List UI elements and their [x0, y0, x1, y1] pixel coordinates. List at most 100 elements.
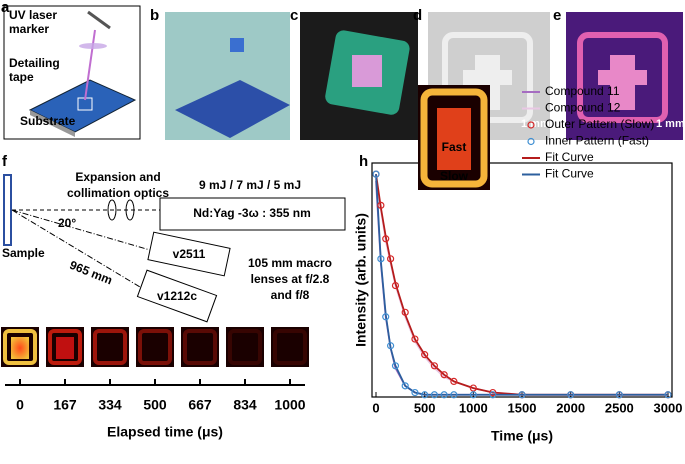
x-tick-label: 3000 [654, 400, 683, 415]
panel-label: c [290, 7, 298, 24]
data-point [401, 382, 409, 390]
frame-glow [138, 329, 172, 365]
data-point [421, 391, 429, 399]
legend-label: Compound 11 [545, 84, 620, 98]
data-point [387, 255, 395, 263]
panel-label: a [1, 0, 10, 16]
camera [147, 231, 231, 277]
x-tick-label: 1000 [459, 400, 488, 415]
panel-label: h [359, 153, 368, 170]
panel-label: d [413, 7, 422, 24]
data-point [440, 391, 448, 399]
frame-core [11, 337, 29, 359]
series-line [375, 174, 668, 396]
data-point [391, 281, 400, 290]
legend-label: Compound 12 [545, 101, 621, 115]
data-point [387, 342, 395, 350]
x-tick-label: 2000 [556, 400, 585, 415]
data-point [430, 362, 438, 370]
label: 965 mm [68, 258, 115, 288]
time-label: 167 [53, 397, 77, 413]
data-point [664, 391, 672, 399]
sample [3, 174, 12, 246]
pattern [352, 55, 382, 87]
inset-core [437, 108, 471, 170]
frame-glow [3, 329, 37, 365]
data-point [421, 351, 429, 359]
inset-glow [420, 88, 488, 188]
legend-label: Fit Curve [545, 150, 594, 164]
label: v1212c [157, 289, 197, 303]
frame-glow [228, 329, 262, 365]
data-point [430, 391, 438, 399]
data-point [489, 391, 497, 399]
data-point [391, 362, 400, 370]
data-point [401, 308, 409, 316]
data-point [440, 371, 448, 379]
label: and f/8 [271, 288, 310, 302]
data-point [377, 201, 385, 209]
data-point [382, 313, 390, 321]
lens [125, 199, 135, 221]
label: Nd:Yag -3ω : 355 nm [193, 206, 311, 220]
data-point [377, 255, 385, 263]
label: v2511 [173, 247, 206, 261]
data-point [489, 388, 497, 397]
data-point [411, 335, 419, 343]
plot: 0 500 1000 1500 2000 2500 3000 Time (μs) Intensi… [353, 84, 683, 444]
time-label: 667 [188, 397, 212, 413]
time-label: 834 [233, 397, 257, 413]
series-line [375, 180, 668, 396]
lens [107, 199, 117, 221]
panel-label: e [553, 7, 561, 24]
label: Detailing [9, 56, 60, 70]
time-label: 0 [16, 397, 24, 413]
label: tape [9, 70, 34, 84]
annotation: Slow [440, 169, 469, 183]
view-line [11, 209, 146, 291]
frame [136, 327, 174, 367]
panel-frame [3, 5, 141, 140]
substrate [28, 79, 137, 133]
legend-swatch [527, 137, 535, 146]
frame [181, 327, 219, 367]
label: Sample [2, 246, 45, 260]
label: Substrate [20, 114, 76, 128]
tape-photo [175, 80, 290, 138]
data-point [372, 170, 380, 178]
label: UV laser [9, 8, 57, 22]
legend-label: Outer Pattern (Slow) [545, 117, 654, 131]
data-point [382, 235, 390, 243]
data-point [518, 391, 526, 399]
label: 9 mJ / 7 mJ / 5 mJ [199, 178, 301, 192]
time-label: 500 [143, 397, 167, 413]
frame-glow [48, 329, 82, 365]
label: 20° [58, 216, 76, 230]
legend-label: Fit Curve [545, 167, 594, 181]
frame-glow [93, 329, 127, 365]
data-point [615, 391, 623, 399]
x-tick-label: 500 [414, 400, 436, 415]
data-point [469, 391, 477, 399]
series-line [375, 174, 668, 396]
frame-glow [273, 329, 307, 365]
frame [271, 327, 309, 367]
label: 105 mm macro [248, 256, 332, 270]
laser-beam [84, 29, 96, 101]
marker-head [87, 10, 111, 30]
pattern [598, 55, 647, 110]
legend-swatch [527, 121, 535, 129]
image-strip: 0 167 334 500 667 834 1000 [1, 327, 309, 413]
data-point [450, 377, 458, 385]
data-point [469, 384, 477, 392]
plot-frame [371, 162, 673, 398]
data-point [450, 391, 458, 399]
frame-glow [183, 329, 217, 365]
label: lenses at f/2.8 [251, 272, 330, 286]
scale-bar: 1 mm [656, 118, 685, 130]
y-axis-label: Intensity (arb. units) [353, 213, 369, 347]
time-label: 1000 [274, 397, 305, 413]
x-axis-label: Time (μs) [491, 428, 553, 444]
frame [226, 327, 264, 367]
